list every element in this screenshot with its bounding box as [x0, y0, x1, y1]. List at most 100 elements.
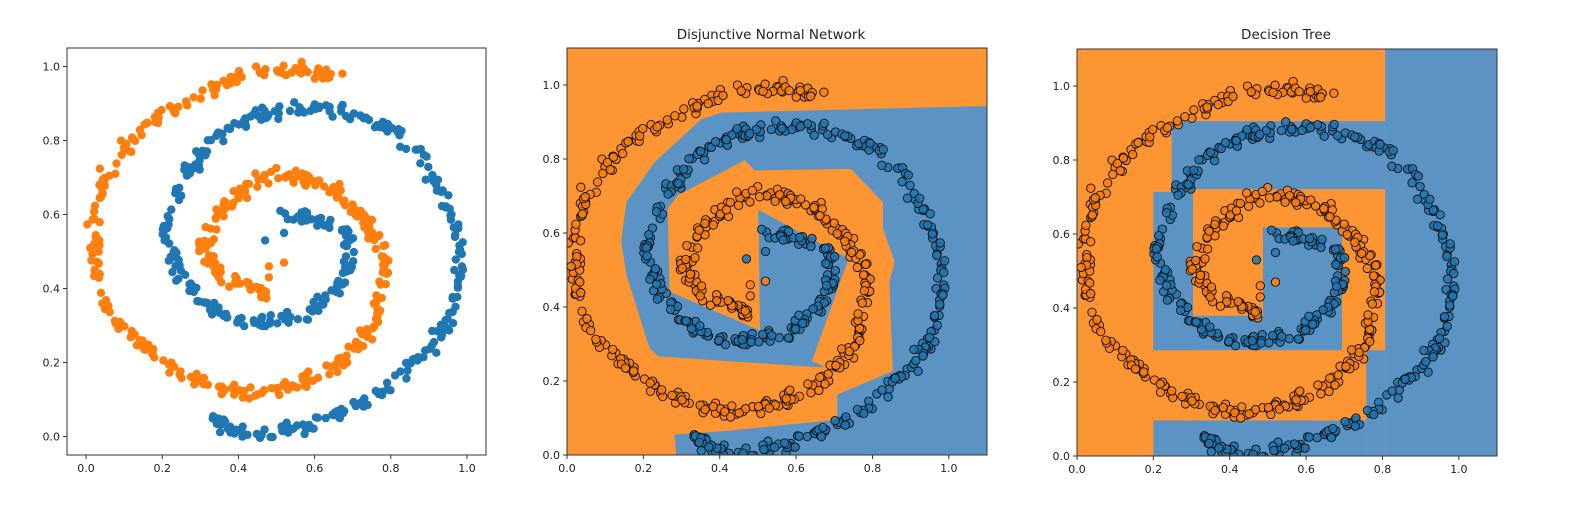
data-point-orange: [1128, 149, 1138, 160]
data-point-orange: [791, 92, 801, 102]
data-point-blue: [820, 243, 831, 253]
x-tick-label: 0.2: [153, 462, 171, 475]
data-point-blue: [859, 408, 869, 419]
data-point-orange: [1218, 402, 1228, 413]
data-point-blue: [771, 116, 781, 126]
data-point-orange: [1313, 380, 1323, 390]
data-point-blue: [883, 392, 893, 402]
data-point-orange: [819, 87, 829, 97]
data-point-orange: [732, 187, 742, 197]
x-tick-label: 1.0: [940, 462, 958, 475]
data-point-blue: [441, 202, 451, 211]
data-point-blue: [206, 305, 215, 315]
data-point-orange: [216, 263, 225, 272]
data-point-orange: [1316, 92, 1326, 102]
data-point-blue: [1155, 275, 1165, 285]
data-point-blue: [296, 105, 305, 115]
y-tick-label: 0.8: [543, 153, 561, 166]
data-point-blue: [797, 318, 808, 328]
data-point-orange: [1102, 178, 1113, 188]
data-point-orange: [1329, 88, 1339, 98]
data-point-orange: [1255, 198, 1265, 208]
data-point-blue: [321, 101, 331, 110]
data-point-orange: [1130, 364, 1141, 374]
data-point-blue: [290, 98, 299, 107]
data-point-blue: [684, 154, 694, 164]
data-point-orange: [723, 295, 733, 306]
data-point-blue: [1247, 336, 1257, 346]
data-point-orange: [154, 113, 163, 122]
data-point-blue: [273, 319, 282, 328]
data-point-blue: [679, 164, 689, 174]
data-point-blue: [276, 206, 285, 215]
data-point-orange: [212, 225, 221, 234]
data-point-orange: [598, 168, 608, 179]
data-point-blue: [1433, 221, 1443, 231]
data-point-blue: [339, 240, 349, 250]
data-point-orange: [304, 367, 313, 376]
data-point-orange: [1325, 211, 1335, 222]
data-point-orange: [377, 252, 386, 261]
data-point-orange: [373, 232, 383, 241]
data-point-blue: [1287, 124, 1297, 135]
data-point-blue: [257, 430, 266, 439]
data-point-orange: [692, 243, 703, 253]
data-point-blue: [806, 241, 816, 252]
y-tick-label: 1.0: [543, 79, 561, 92]
data-point-blue: [453, 281, 463, 290]
data-point-orange: [1243, 201, 1254, 211]
data-point-orange: [1342, 229, 1352, 240]
data-point-orange: [274, 174, 283, 183]
data-point-orange: [253, 182, 262, 191]
data-point-orange: [784, 85, 794, 96]
data-point-blue: [264, 110, 273, 120]
data-point-orange: [112, 159, 121, 168]
data-point-orange: [310, 74, 319, 83]
data-point-blue: [1289, 439, 1300, 449]
data-point-orange: [785, 385, 795, 395]
data-point-blue: [172, 276, 181, 285]
data-point-orange: [245, 394, 254, 403]
data-point-blue: [279, 228, 289, 238]
data-point-blue: [1326, 432, 1337, 443]
data-point-orange: [322, 361, 331, 370]
data-point-blue: [802, 431, 812, 442]
data-point-orange: [852, 262, 862, 273]
data-point-orange: [1148, 124, 1158, 135]
data-point-orange: [1096, 326, 1106, 337]
panel-title: Disjunctive Normal Network: [677, 27, 866, 43]
data-point-orange: [682, 240, 692, 251]
data-point-blue: [652, 279, 662, 289]
data-point-blue: [192, 283, 201, 293]
y-tick-label: 0.6: [1053, 228, 1071, 241]
data-point-blue: [769, 442, 780, 452]
panel-spiral-data: 0.0 0.2 0.4 0.6 0.8 1.0 0.0 0.2 0.4 0.6 0.8 1.0: [43, 47, 487, 475]
data-point-orange: [677, 395, 687, 405]
data-point-blue: [1319, 131, 1329, 141]
data-point-orange: [795, 85, 806, 96]
data-point-blue: [927, 229, 937, 239]
data-point-blue: [377, 390, 387, 400]
data-point-orange: [1218, 221, 1228, 231]
data-point-orange: [213, 207, 223, 216]
data-point-orange: [281, 173, 290, 182]
data-point-blue: [1191, 317, 1201, 327]
data-point-blue: [260, 236, 270, 245]
data-point-blue: [918, 351, 928, 361]
data-point-blue: [349, 247, 358, 257]
data-point-orange: [242, 193, 252, 203]
data-point-blue: [1251, 255, 1262, 265]
data-point-blue: [1270, 247, 1281, 258]
data-point-orange: [1305, 86, 1316, 97]
y-tick-label: 0.4: [543, 301, 561, 314]
y-tick-label: 0.4: [43, 283, 61, 296]
data-point-orange: [690, 253, 700, 263]
data-point-blue: [223, 424, 232, 433]
data-point-blue: [185, 280, 194, 289]
data-point-orange: [1085, 237, 1096, 247]
data-point-orange: [1242, 188, 1252, 198]
data-point-orange: [1370, 260, 1381, 271]
data-point-blue: [1152, 252, 1162, 262]
data-point-blue: [1161, 208, 1172, 218]
x-tick-label: 0.0: [1068, 463, 1086, 476]
